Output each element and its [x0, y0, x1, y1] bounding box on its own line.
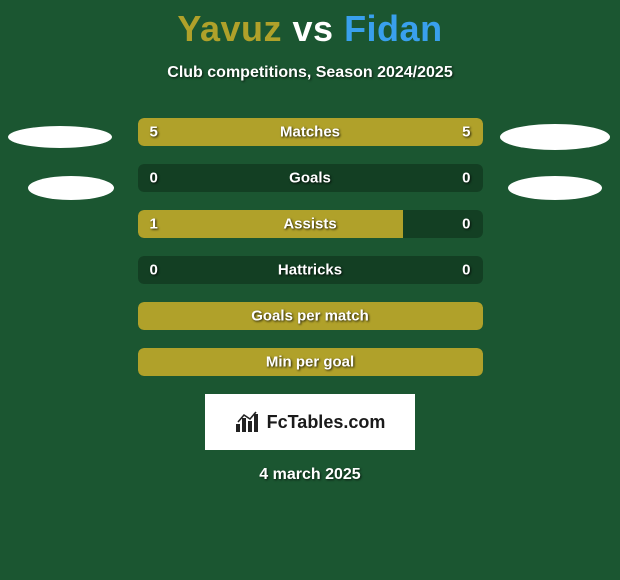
stat-bar-value-left: 0 — [150, 170, 158, 187]
stat-bar-row: Goals per match — [138, 302, 483, 330]
stat-bar-value-right: 0 — [462, 170, 470, 187]
decorative-ellipse — [500, 124, 610, 150]
comparison-title: Yavuz vs Fidan — [0, 0, 620, 50]
stat-bar-row: Assists 1 0 — [138, 210, 483, 238]
stat-bar-value-right: 5 — [462, 124, 470, 141]
decorative-ellipse — [28, 176, 114, 200]
stat-bar-row: Matches 5 5 — [138, 118, 483, 146]
stat-bar-value-left: 1 — [150, 216, 158, 233]
player2-name: Fidan — [344, 8, 443, 49]
stat-bar-label: Goals — [289, 170, 331, 187]
stat-bar-value-right: 0 — [462, 262, 470, 279]
fctables-logo-text: FcTables.com — [267, 412, 386, 433]
player1-name: Yavuz — [177, 8, 282, 49]
decorative-ellipse — [8, 126, 112, 148]
fctables-logo-box: FcTables.com — [205, 394, 415, 450]
stat-bar-row: Hattricks 0 0 — [138, 256, 483, 284]
stat-bar-fill-left — [138, 210, 404, 238]
stat-bar-label: Assists — [283, 216, 336, 233]
subtitle: Club competitions, Season 2024/2025 — [0, 64, 620, 82]
stat-bar-value-left: 0 — [150, 262, 158, 279]
stat-bar-label: Min per goal — [266, 354, 354, 371]
vs-text: vs — [293, 8, 334, 49]
stat-bar-row: Min per goal — [138, 348, 483, 376]
fctables-chart-icon — [235, 410, 263, 434]
stat-bar-label: Matches — [280, 124, 340, 141]
stat-bar-value-left: 5 — [150, 124, 158, 141]
snapshot-date: 4 march 2025 — [0, 466, 620, 484]
stat-bar-row: Goals 0 0 — [138, 164, 483, 192]
stats-bars: Matches55Goals00Assists10Hattricks00Goal… — [138, 118, 483, 376]
stat-bar-label: Hattricks — [278, 262, 342, 279]
decorative-ellipse — [508, 176, 602, 200]
stat-bar-label: Goals per match — [251, 308, 369, 325]
stat-bar-value-right: 0 — [462, 216, 470, 233]
